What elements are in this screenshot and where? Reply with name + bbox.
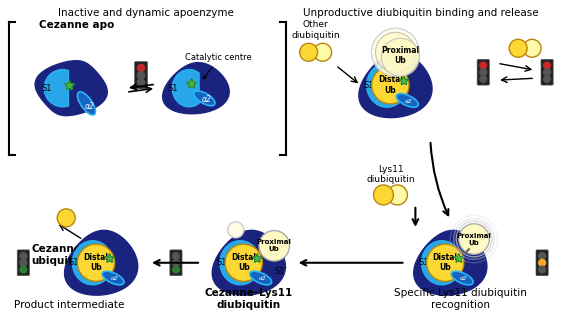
Circle shape xyxy=(314,43,332,61)
Circle shape xyxy=(539,253,545,259)
Text: Cezanne apo: Cezanne apo xyxy=(39,20,115,30)
Circle shape xyxy=(543,76,550,83)
Polygon shape xyxy=(65,81,74,90)
Circle shape xyxy=(228,222,244,238)
Ellipse shape xyxy=(396,94,418,107)
Text: Cezanne–
ubiquitin: Cezanne– ubiquitin xyxy=(31,244,86,266)
Ellipse shape xyxy=(249,271,271,285)
Text: S1: S1 xyxy=(168,84,179,93)
Polygon shape xyxy=(162,63,229,114)
Polygon shape xyxy=(359,53,432,118)
Text: Proximal
Ub: Proximal Ub xyxy=(257,239,292,252)
Circle shape xyxy=(225,244,262,281)
Polygon shape xyxy=(35,61,107,116)
Circle shape xyxy=(372,28,419,76)
Text: Unproductive diubiquitin binding and release: Unproductive diubiquitin binding and rel… xyxy=(303,8,538,19)
Text: Distal
Ub: Distal Ub xyxy=(84,253,108,272)
Text: α2: α2 xyxy=(405,99,413,104)
Circle shape xyxy=(137,79,144,86)
Polygon shape xyxy=(400,76,408,85)
Circle shape xyxy=(459,224,490,254)
Text: Distal
Ub: Distal Ub xyxy=(231,253,256,272)
Text: S1: S1 xyxy=(363,81,374,90)
Circle shape xyxy=(523,39,541,57)
Circle shape xyxy=(480,76,487,83)
Circle shape xyxy=(543,69,550,76)
Circle shape xyxy=(480,62,487,69)
Ellipse shape xyxy=(451,271,473,285)
Text: S1: S1 xyxy=(418,258,429,267)
Text: S1: S1 xyxy=(42,84,52,93)
Polygon shape xyxy=(72,241,107,285)
Circle shape xyxy=(374,185,393,205)
Polygon shape xyxy=(367,63,401,107)
Circle shape xyxy=(426,244,464,281)
FancyBboxPatch shape xyxy=(536,250,548,276)
Ellipse shape xyxy=(194,91,215,106)
Text: Specific Lys11 diubiquitin
recognition: Specific Lys11 diubiquitin recognition xyxy=(394,288,527,310)
Circle shape xyxy=(259,230,289,261)
Text: Lys11
diubiquitin: Lys11 diubiquitin xyxy=(366,165,415,184)
Circle shape xyxy=(300,43,318,61)
Text: Inactive and dynamic apoenzyme: Inactive and dynamic apoenzyme xyxy=(58,8,234,19)
Text: S1: S1 xyxy=(69,258,79,267)
Circle shape xyxy=(375,32,415,72)
Polygon shape xyxy=(105,254,114,262)
Circle shape xyxy=(137,64,144,72)
Polygon shape xyxy=(44,70,68,107)
Text: α2: α2 xyxy=(460,276,467,281)
FancyBboxPatch shape xyxy=(17,250,30,276)
Polygon shape xyxy=(253,254,262,262)
Circle shape xyxy=(173,253,179,259)
Circle shape xyxy=(20,266,27,273)
Text: Catalytic centre: Catalytic centre xyxy=(186,53,252,79)
Circle shape xyxy=(509,39,527,57)
Ellipse shape xyxy=(102,271,124,285)
Text: S1: S1 xyxy=(216,258,227,267)
Circle shape xyxy=(372,67,409,104)
Circle shape xyxy=(480,69,487,76)
Circle shape xyxy=(173,266,179,273)
Circle shape xyxy=(382,38,419,76)
FancyBboxPatch shape xyxy=(541,59,553,85)
Text: α2: α2 xyxy=(111,276,118,281)
Text: Other
diubiquitin: Other diubiquitin xyxy=(291,20,340,40)
FancyBboxPatch shape xyxy=(135,62,147,89)
Circle shape xyxy=(20,253,27,259)
Polygon shape xyxy=(64,230,137,295)
Text: α2: α2 xyxy=(85,102,95,111)
Text: Proximal
Ub: Proximal Ub xyxy=(456,232,491,245)
Circle shape xyxy=(543,62,550,69)
Text: Proximal
Ub: Proximal Ub xyxy=(382,46,419,65)
Circle shape xyxy=(173,259,179,266)
Text: S1’: S1’ xyxy=(274,267,287,276)
Circle shape xyxy=(539,259,545,266)
Text: α2: α2 xyxy=(259,276,266,281)
Circle shape xyxy=(77,244,115,281)
Circle shape xyxy=(539,266,545,273)
Polygon shape xyxy=(414,230,487,295)
Text: Cezanne–Lys11
diubiquitin: Cezanne–Lys11 diubiquitin xyxy=(205,288,293,310)
Polygon shape xyxy=(220,241,255,285)
Polygon shape xyxy=(172,70,199,107)
FancyBboxPatch shape xyxy=(170,250,182,276)
Polygon shape xyxy=(454,254,463,262)
FancyBboxPatch shape xyxy=(477,59,490,85)
Polygon shape xyxy=(187,79,197,88)
Circle shape xyxy=(137,72,144,79)
Ellipse shape xyxy=(78,92,96,115)
Text: α2: α2 xyxy=(202,95,212,104)
Circle shape xyxy=(387,185,407,205)
Text: Distal
Ub: Distal Ub xyxy=(433,253,458,272)
Polygon shape xyxy=(212,230,285,295)
Text: Distal
Ub: Distal Ub xyxy=(378,75,403,95)
Text: Product intermediate: Product intermediate xyxy=(14,300,124,310)
Polygon shape xyxy=(422,241,456,285)
Circle shape xyxy=(20,259,27,266)
Circle shape xyxy=(57,209,75,227)
